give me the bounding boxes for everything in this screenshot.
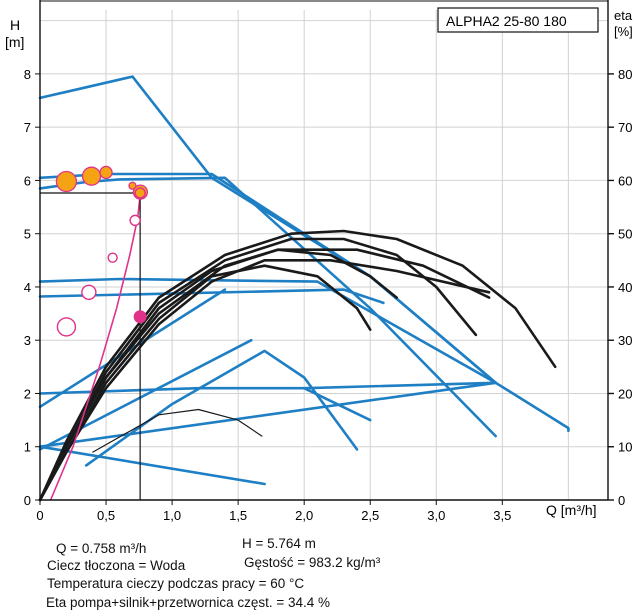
x-axis-label: Q [m³/h] — [546, 502, 597, 518]
efficiency-curve — [38, 237, 478, 502]
operating-marker-hollow — [81, 284, 97, 300]
operating-marker-hollow — [129, 214, 141, 227]
info-density: Gęstość = 983.2 kg/m³ — [244, 555, 381, 570]
pump-curve — [84, 349, 359, 467]
y-right-tick-label: 70 — [618, 120, 632, 135]
y-right-tick-label: 20 — [618, 386, 632, 401]
pump-curve — [302, 381, 498, 390]
pump-performance-chart: 0 0,5 1,0 1,5 2,0 2,5 3,0 3,5012345678010203040… — [5, 0, 633, 523]
x-tick-label: 3,0 — [427, 508, 445, 523]
x-tick-label: 0,5 — [97, 508, 115, 523]
y-left-tick-label: 6 — [24, 173, 31, 188]
efficiency-curve — [38, 229, 557, 502]
operating-marker-hollow — [107, 252, 118, 263]
pump-curve — [38, 75, 570, 433]
pump-curve — [38, 288, 227, 409]
x-tick-label: 0 — [36, 508, 43, 523]
efficiency-curve — [92, 408, 263, 453]
y-right-tick-label: 80 — [618, 67, 632, 82]
info-fluid: Ciecz tłoczona = Woda — [47, 558, 186, 573]
y-right-tick-label: 10 — [618, 440, 632, 455]
y-left-tick-label: 4 — [24, 280, 31, 295]
y-left-tick-label: 5 — [24, 227, 31, 242]
plot-frame — [39, 0, 609, 501]
y-right-tick-label: 0 — [618, 493, 625, 508]
info-head: H = 5.764 m — [242, 536, 316, 551]
pump-curve — [38, 176, 498, 438]
info-temperature: Temperatura cieczy podczas pracy = 60 °C — [47, 576, 305, 591]
pump-curve — [38, 288, 385, 305]
x-tick-label: 3,5 — [493, 508, 511, 523]
title-box — [437, 7, 599, 33]
operating-marker — [55, 170, 78, 193]
y-right-tick-label: 60 — [618, 173, 632, 188]
y-left-tick-label: 2 — [24, 386, 31, 401]
operating-marker — [128, 181, 137, 190]
y-left-label-unit: [m] — [5, 34, 24, 50]
duty-point-marker — [134, 187, 146, 199]
efficiency-curve — [38, 258, 491, 502]
y-left-label-symbol: H — [10, 17, 20, 33]
y-right-tick-label: 30 — [618, 333, 632, 348]
y-left-tick-label: 0 — [24, 493, 31, 508]
info-efficiency: Eta pompa+silnik+przetwornica częst. = 3… — [46, 595, 331, 610]
y-right-tick-label: 50 — [618, 227, 632, 242]
x-tick-label: 2,0 — [295, 508, 313, 523]
y-left-tick-label: 3 — [24, 333, 31, 348]
x-tick-label: 2,5 — [361, 508, 379, 523]
x-tick-label: 1,5 — [229, 508, 247, 523]
y-right-label-symbol: eta — [614, 8, 633, 23]
y-right-tick-label: 40 — [618, 280, 632, 295]
info-flow: Q = 0.758 m³/h — [56, 541, 147, 556]
pump-curve — [38, 445, 266, 486]
y-left-tick-label: 1 — [24, 440, 31, 455]
chart-title: ALPHA2 25-80 180 — [446, 13, 567, 29]
system-curve-group — [40, 165, 149, 501]
operating-marker — [81, 166, 102, 186]
operating-marker — [99, 165, 113, 180]
axis-ticks: 0 0,5 1,0 1,5 2,0 2,5 3,0 3,5012345678010203040… — [24, 67, 633, 523]
y-right-label-unit: [%] — [614, 24, 633, 39]
operating-marker-hollow — [56, 317, 77, 337]
y-left-tick-label: 7 — [24, 120, 31, 135]
efficiency-curve — [38, 248, 491, 502]
y-left-tick-label: 8 — [24, 67, 31, 82]
x-tick-label: 1,0 — [163, 508, 181, 523]
pump-curve — [38, 381, 498, 449]
efficiency-point-marker — [133, 310, 147, 324]
